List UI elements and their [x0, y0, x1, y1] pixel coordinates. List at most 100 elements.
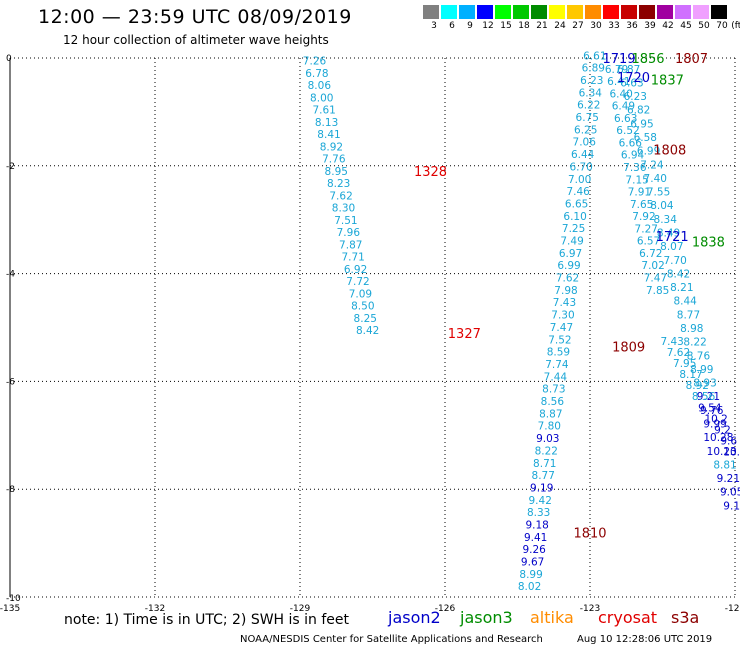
wave-height-label: 6.92: [344, 264, 367, 276]
legend-label: 24: [554, 21, 566, 31]
wave-height-label: 8.98: [680, 323, 703, 335]
wave-height-label: 8.81: [713, 459, 736, 471]
wave-height-label: 6.94: [621, 150, 645, 162]
lat-tick-label: -6: [6, 377, 15, 387]
wave-height-label: 7.96: [337, 227, 361, 239]
wave-height-label: 8.99: [519, 569, 542, 581]
wave-height-label: 8.02: [518, 581, 541, 593]
wave-height-label: 8.42: [667, 268, 690, 280]
wave-height-label: 6.99: [557, 260, 580, 272]
wave-height-label: 8.93: [693, 378, 716, 390]
wave-height-label: 7.02: [641, 260, 664, 272]
legend-swatch: [531, 5, 547, 19]
wave-height-label: 7.15: [625, 174, 648, 186]
wave-height-label: 8.99: [690, 364, 713, 376]
wave-height-label: 6.22: [577, 100, 600, 112]
wave-height-label: 6.95: [630, 118, 653, 130]
legend-label: 6: [449, 21, 455, 31]
wave-height-label: 8.06: [308, 80, 332, 92]
wave-height-label: 7.65: [630, 199, 653, 211]
wave-height-label: 7.51: [334, 215, 357, 227]
wave-height-label: 6.58: [634, 132, 657, 144]
lon-tick-label: -126: [435, 604, 456, 614]
wave-height-label: 7.72: [346, 276, 369, 288]
satellite-label-cryosat: cryosat: [598, 608, 658, 627]
wave-height-label: 9.05: [720, 487, 740, 499]
pass-time-label: 1809: [612, 340, 645, 355]
legend-label: 50: [698, 21, 710, 31]
wave-height-label: 8.49: [657, 228, 680, 240]
pass-time-label: 1808: [653, 144, 686, 159]
wave-height-label: 7.71: [341, 252, 364, 264]
lon-tick-label: -135: [0, 604, 20, 614]
wave-height-label: 8.41: [317, 129, 340, 141]
wave-height-label: 7.43: [553, 297, 576, 309]
legend-swatch: [585, 5, 601, 19]
pass-time-label: 1328: [414, 165, 447, 180]
wave-height-label: 9.2: [714, 424, 731, 436]
legend-swatch: [693, 5, 709, 19]
wave-height-label: 7.46: [566, 186, 590, 198]
wave-height-label: 9.76: [700, 405, 724, 417]
wave-height-label: 7.47: [550, 322, 573, 334]
wave-height-label: 6.79: [605, 64, 628, 76]
wave-height-label: 9.54: [698, 402, 722, 414]
wave-height-label: 10.1: [723, 446, 740, 458]
pass-time-label: 1327: [448, 327, 481, 342]
wave-height-label: 9.21: [697, 391, 720, 403]
wave-height-label: 6.61: [583, 50, 606, 62]
wave-height-label: 6.44: [571, 149, 595, 161]
wave-height-label: 6.34: [579, 87, 603, 99]
wave-height-label: 7.55: [647, 187, 670, 199]
legend-label: 30: [590, 21, 602, 31]
pass-time-label: 1837: [651, 74, 684, 89]
wave-height-label: 6.10: [563, 211, 586, 223]
wave-height-label: 8.92: [686, 380, 709, 392]
wave-height-label: 8.22: [535, 445, 558, 457]
legend-label: 15: [500, 21, 512, 31]
legend-swatch: [639, 5, 655, 19]
wave-height-label: 7.74: [545, 359, 569, 371]
wave-height-label: 6.52: [616, 125, 639, 137]
wave-height-label: 8.42: [356, 325, 379, 337]
wave-height-label: 9.13: [723, 500, 740, 512]
legend-label: 42: [662, 21, 674, 31]
wave-height-label: 7.62: [556, 273, 579, 285]
wave-height-label: 8.34: [654, 214, 678, 226]
legend-swatch: [459, 5, 475, 19]
pass-time-label: 1807: [675, 52, 708, 67]
wave-height-label: 7.44: [544, 371, 568, 383]
wave-height-label: 8.33: [527, 507, 550, 519]
legend-swatch: [711, 5, 727, 19]
wave-height-label: 9.41: [524, 532, 547, 544]
wave-height-label: 7.70: [663, 255, 686, 267]
lon-tick-label: -123: [580, 604, 600, 614]
wave-height-label: 8.87: [539, 408, 562, 420]
wave-height-label: 7.95: [673, 358, 696, 370]
satellite-label-jason3: jason3: [460, 608, 513, 627]
wave-height-label: 6.99: [637, 146, 660, 158]
page-subtitle: 12 hour collection of altimeter wave hei…: [63, 33, 329, 47]
legend-unit: (ft): [731, 21, 740, 31]
wave-height-label: 8.25: [354, 313, 377, 325]
legend-swatch: [657, 5, 673, 19]
lat-tick-label: -4: [6, 270, 15, 280]
wave-height-label: 8.04: [650, 200, 674, 212]
legend-label: 21: [536, 21, 548, 31]
legend-swatch: [621, 5, 637, 19]
wave-height-label: 8.23: [327, 178, 350, 190]
lat-tick-label: -2: [6, 162, 15, 172]
legend-label: 36: [626, 21, 638, 31]
wave-height-label: 6.57: [637, 236, 660, 248]
wave-height-label: 6.23: [624, 91, 647, 103]
wave-height-label: 6.89: [582, 63, 605, 75]
wave-height-label: 9.99: [703, 419, 726, 431]
wave-height-label: 9.18: [525, 519, 548, 531]
wave-height-label: 9.03: [536, 433, 559, 445]
satellite-label-altika: altika: [530, 608, 574, 627]
legend-swatch: [495, 5, 511, 19]
legend-label: 27: [572, 21, 584, 31]
wave-height-label: 7.80: [538, 421, 561, 433]
wave-height-label: 6.49: [612, 101, 635, 113]
